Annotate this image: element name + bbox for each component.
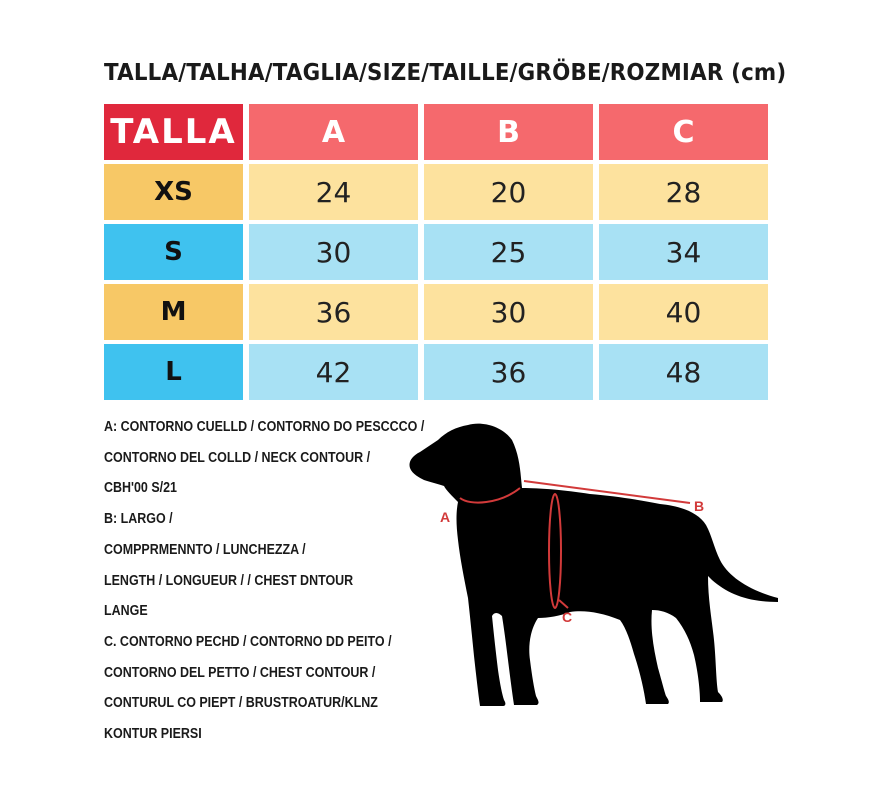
marker-a: A	[440, 509, 450, 525]
dog-silhouette-icon	[409, 423, 778, 706]
cell-m-b: 30	[424, 284, 593, 340]
cell-xs-b: 20	[424, 164, 593, 220]
header-c: C	[599, 104, 768, 160]
size-label-s: S	[104, 224, 243, 280]
cell-m-c: 40	[599, 284, 768, 340]
cell-l-b: 36	[424, 344, 593, 400]
header-b: B	[424, 104, 593, 160]
legend-line: CONTORNO DEL PETTO / CHEST CONTOUR /	[104, 664, 376, 681]
cell-xs-a: 24	[249, 164, 418, 220]
legend-line: KONTUR PIERSI	[104, 726, 202, 743]
legend-line: B: LARGO /	[104, 511, 173, 528]
cell-m-a: 36	[249, 284, 418, 340]
size-label-l: L	[104, 344, 243, 400]
chest-pointer-line	[558, 599, 569, 609]
chart-title: TALLA/TALHA/TAGLIA/SIZE/TAILLE/GRÖBE/ROZ…	[104, 60, 787, 86]
chest-contour-line	[548, 493, 562, 609]
cell-s-b: 25	[424, 224, 593, 280]
cell-l-a: 42	[249, 344, 418, 400]
legend-line: COMPPRMENNTO / LUNCHEZZA /	[104, 541, 306, 558]
header-talla: TALLA	[104, 104, 243, 160]
legend-line: CONTURUL CO PIEPT / BRUSTROATUR/KLNZ	[104, 695, 378, 712]
size-label-xs: XS	[104, 164, 243, 220]
marker-b: B	[694, 498, 704, 514]
size-label-m: M	[104, 284, 243, 340]
cell-s-a: 30	[249, 224, 418, 280]
legend-line: A: CONTORNO CUELLD / CONTORNO DO PESCCCO…	[104, 419, 425, 435]
legend-line: LENGTH / LONGUEUR / / CHEST DNTOUR	[104, 572, 354, 589]
marker-c: C	[562, 609, 572, 625]
neck-contour-line	[459, 487, 521, 504]
measurement-legend: A: CONTORNO CUELLD / CONTORNO DO PESCCCO…	[104, 412, 425, 750]
legend-line: CONTORNO DEL COLLD / NECK CONTOUR /	[104, 449, 371, 466]
cell-l-c: 48	[599, 344, 768, 400]
measurement-lines	[459, 480, 691, 609]
cell-s-c: 34	[599, 224, 768, 280]
header-a: A	[249, 104, 418, 160]
dog-diagram: A B C	[409, 423, 778, 706]
legend-line: C. CONTORNO PECHD / CONTORNO DD PEITO /	[104, 633, 392, 650]
length-line	[523, 480, 691, 504]
cell-xs-c: 28	[599, 164, 768, 220]
legend-line: CBH'00 S/21	[104, 480, 177, 497]
legend-line: LANGE	[104, 603, 148, 620]
